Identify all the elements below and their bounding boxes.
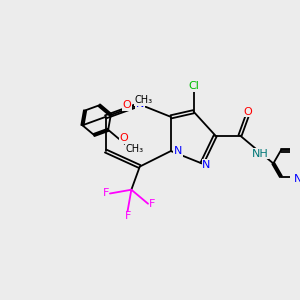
Text: NH: NH xyxy=(252,149,269,159)
Text: N: N xyxy=(136,99,144,110)
Text: O: O xyxy=(120,134,128,143)
Text: N: N xyxy=(202,160,210,170)
Text: O: O xyxy=(243,106,252,117)
Text: F: F xyxy=(102,188,109,199)
Text: CH₃: CH₃ xyxy=(134,95,152,105)
Text: F: F xyxy=(149,199,155,209)
Text: Cl: Cl xyxy=(188,82,199,92)
Text: CH₃: CH₃ xyxy=(126,144,144,154)
Text: N: N xyxy=(294,174,300,184)
Text: N: N xyxy=(174,146,182,156)
Text: F: F xyxy=(124,212,131,221)
Text: O: O xyxy=(123,100,131,110)
